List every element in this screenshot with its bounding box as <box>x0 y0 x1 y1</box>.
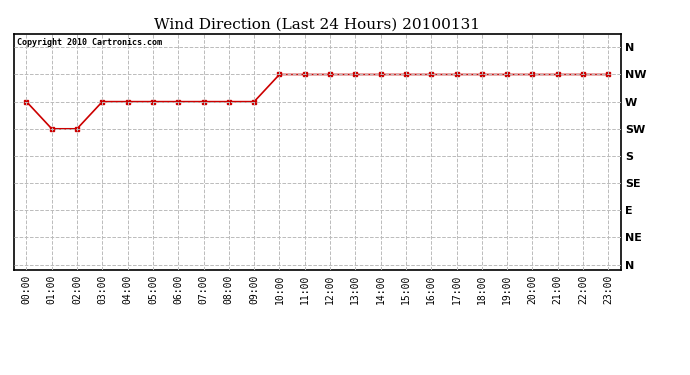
Text: Copyright 2010 Cartronics.com: Copyright 2010 Cartronics.com <box>17 39 162 48</box>
Title: Wind Direction (Last 24 Hours) 20100131: Wind Direction (Last 24 Hours) 20100131 <box>155 17 480 31</box>
